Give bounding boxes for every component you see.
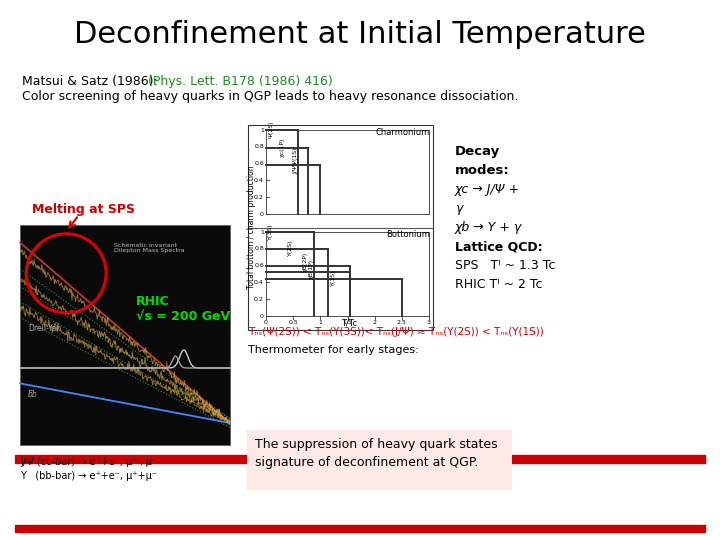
Text: Υ   (bb-bar) → e⁺+e⁻, μ⁺+μ⁻: Υ (bb-bar) → e⁺+e⁻, μ⁺+μ⁻ [20,471,157,481]
Text: 0.5: 0.5 [288,320,298,325]
Text: Thermometer for early stages:: Thermometer for early stages: [248,345,419,355]
Text: Schematic invariant
Dilepton Mass Spectra: Schematic invariant Dilepton Mass Spectr… [114,242,185,253]
Text: 0: 0 [264,320,268,325]
Text: T/Tc: T/Tc [341,319,358,328]
Text: (Phys. Lett. B178 (1986) 416): (Phys. Lett. B178 (1986) 416) [148,75,333,88]
Bar [266,232,429,316]
Text: J/ΨΨ(1S): J/ΨΨ(1S) [293,147,298,174]
Text: 2.5: 2.5 [397,320,407,325]
Text: Ψ(2S): Ψ(2S) [269,121,274,138]
Text: 0: 0 [260,212,264,217]
Text: γ: γ [455,202,462,215]
Text: RHIC
√s = 200 GeV: RHIC √s = 200 GeV [135,295,230,323]
Text: 1: 1 [318,320,323,325]
Bar [20,225,230,445]
Text: 0.6: 0.6 [254,161,264,166]
Text: Υ(3S): Υ(3S) [268,224,273,240]
Text: Total bottom / charm production: Total bottom / charm production [248,166,256,289]
Text: Drell-Yan: Drell-Yan [28,323,61,333]
Text: Melting at SPS: Melting at SPS [32,203,135,216]
Text: 3: 3 [427,320,431,325]
Text: The suppression of heavy quark states: The suppression of heavy quark states [255,438,498,451]
Text: b̅b: b̅b [28,389,37,399]
Text: J/Ψ (cc-bar) → e⁺+e⁻, μ⁺+μ⁻: J/Ψ (cc-bar) → e⁺+e⁻, μ⁺+μ⁻ [20,457,157,467]
Text: RHIC Tᴵ ~ 2 Tc: RHIC Tᴵ ~ 2 Tc [455,278,542,291]
Text: 2: 2 [373,320,377,325]
Text: SPS   Tᴵ ~ 1.3 Tc: SPS Tᴵ ~ 1.3 Tc [455,259,555,272]
Text: 0.8: 0.8 [254,246,264,251]
Bar [15,525,705,532]
Text: 0: 0 [260,314,264,319]
Text: χB(2P): χB(2P) [303,252,308,272]
Text: χc(1P): χc(1P) [279,138,284,157]
Text: 0.2: 0.2 [254,195,264,200]
Text: Color screening of heavy quarks in QGP leads to heavy resonance dissociation.: Color screening of heavy quarks in QGP l… [22,90,518,103]
Text: Deconfinement at Initial Temperature: Deconfinement at Initial Temperature [74,20,646,49]
Text: 1: 1 [260,127,264,132]
Text: 1.5: 1.5 [343,320,352,325]
Text: Matsui & Satz (1986):: Matsui & Satz (1986): [22,75,162,88]
Bar [248,125,433,330]
Text: modes:: modes: [455,164,510,177]
Text: χB(1P): χB(1P) [308,259,313,279]
Text: χb → Υ + γ: χb → Υ + γ [455,221,522,234]
Text: 0.6: 0.6 [254,263,264,268]
Bar [247,430,512,490]
Text: Charmonium: Charmonium [376,128,430,137]
Text: χc → J/Ψ +: χc → J/Ψ + [455,183,520,196]
Bar [266,130,429,214]
Text: Decay: Decay [455,145,500,158]
Text: signature of deconfinement at QGP.: signature of deconfinement at QGP. [255,456,478,469]
Text: 0.8: 0.8 [254,144,264,149]
Text: 1: 1 [260,230,264,234]
Text: Lattice QCD:: Lattice QCD: [455,240,543,253]
Bar [15,455,705,463]
Text: Tₙₛ(Ψ(2S)) < Tₙₛ(Υ(3S))< Tₙₛ(J/Ψ) ≈ Tₙₛ(Υ(2S)) < Tₙₛ(Υ(1S)): Tₙₛ(Ψ(2S)) < Tₙₛ(Υ(3S))< Tₙₛ(J/Ψ) ≈ Tₙₛ(… [248,327,544,337]
Text: 0.4: 0.4 [254,178,264,183]
Text: 0.4: 0.4 [254,280,264,285]
Text: Bottonium: Bottonium [386,230,430,239]
Text: Υ(2S): Υ(2S) [288,239,293,255]
Text: 0.2: 0.2 [254,296,264,302]
Text: Υ(1S): Υ(1S) [331,269,336,286]
